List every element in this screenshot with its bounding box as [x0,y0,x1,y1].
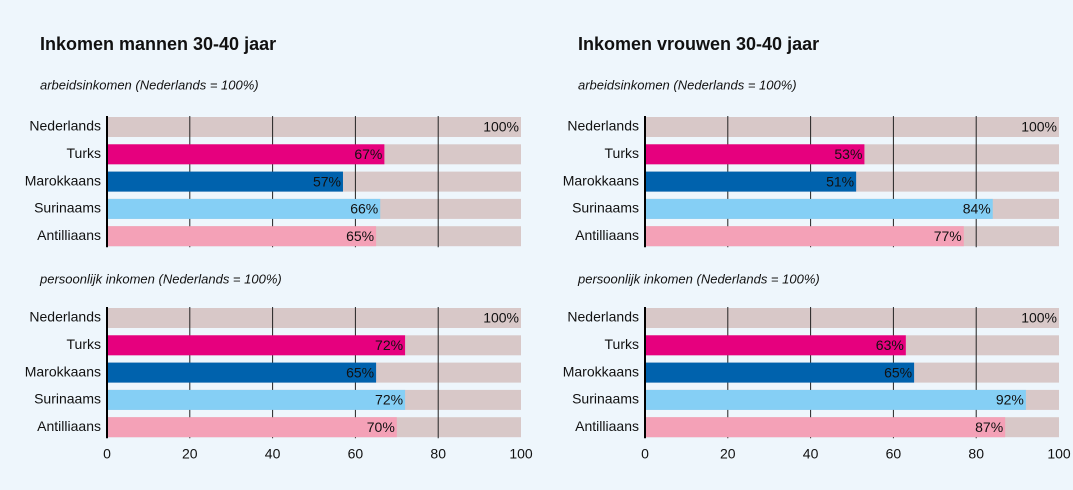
category-label: Antilliaans [575,418,639,434]
value-label: 77% [934,228,962,244]
value-label: 92% [996,392,1024,408]
bar [107,362,377,383]
value-label: 100% [483,310,519,326]
value-label: 72% [375,337,403,353]
x-tick-label: 80 [968,446,984,462]
category-label: Nederlands [567,309,639,325]
bar [107,308,521,328]
value-label: 66% [350,201,378,217]
subtitle: persoonlijk inkomen (Nederlands = 100%) [577,271,820,286]
panel-title: Inkomen mannen 30-40 jaar [40,34,276,54]
value-label: 57% [313,173,341,189]
x-tick-label: 0 [641,446,649,462]
x-tick-label: 40 [265,446,281,462]
category-label: Turks [605,145,639,161]
bar [645,308,1059,328]
category-label: Antilliaans [37,418,101,434]
value-label: 84% [963,201,991,217]
category-label: Turks [605,336,639,352]
category-label: Turks [67,336,101,352]
value-label: 70% [367,419,395,435]
value-label: 100% [1021,310,1057,326]
category-label: Marokkaans [25,172,101,188]
x-tick-label: 40 [803,446,819,462]
bar [645,226,964,247]
x-tick-label: 60 [886,446,902,462]
subtitle: arbeidsinkomen (Nederlands = 100%) [40,77,259,92]
category-label: Nederlands [29,118,101,134]
category-label: Nederlands [29,309,101,325]
value-label: 100% [1021,119,1057,135]
category-label: Nederlands [567,118,639,134]
bar [107,417,397,438]
bar [107,389,406,410]
x-tick-label: 100 [1047,446,1071,462]
panel-title: Inkomen vrouwen 30-40 jaar [578,34,819,54]
category-label: Surinaams [34,391,101,407]
category-label: Turks [67,145,101,161]
bar [645,117,1059,137]
bar [645,144,865,165]
value-label: 65% [884,364,912,380]
bar [645,335,906,356]
category-label: Surinaams [572,200,639,216]
x-tick-label: 60 [348,446,364,462]
x-tick-label: 80 [430,446,446,462]
category-label: Surinaams [572,391,639,407]
value-label: 53% [834,146,862,162]
bar [645,171,857,192]
value-label: 87% [975,419,1003,435]
value-label: 100% [483,119,519,135]
bar [107,144,385,165]
x-tick-label: 20 [182,446,198,462]
x-tick-label: 20 [720,446,736,462]
bar [107,198,381,219]
category-label: Marokkaans [25,363,101,379]
bar [645,198,993,219]
x-tick-label: 0 [103,446,111,462]
category-label: Antilliaans [37,227,101,243]
value-label: 65% [346,228,374,244]
subtitle: persoonlijk inkomen (Nederlands = 100%) [39,271,282,286]
category-label: Marokkaans [563,363,639,379]
category-label: Surinaams [34,200,101,216]
bar [107,226,377,247]
bar [645,362,915,383]
value-label: 65% [346,364,374,380]
bar [645,417,1006,438]
value-label: 72% [375,392,403,408]
bar [645,389,1026,410]
bar [107,117,521,137]
value-label: 67% [354,146,382,162]
value-label: 51% [826,173,854,189]
value-label: 63% [876,337,904,353]
bar [107,335,406,356]
subtitle: arbeidsinkomen (Nederlands = 100%) [578,77,797,92]
x-tick-label: 100 [509,446,533,462]
category-label: Antilliaans [575,227,639,243]
bar [107,171,343,192]
category-label: Marokkaans [563,172,639,188]
